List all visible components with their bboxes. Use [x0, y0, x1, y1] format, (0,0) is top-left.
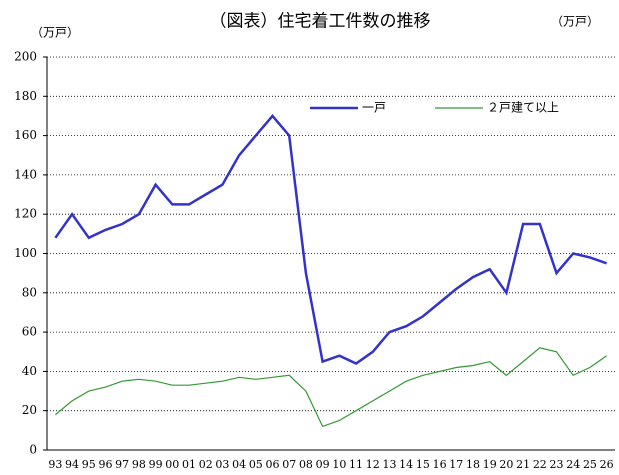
x-tick-label: 96 [98, 458, 112, 471]
y-tick-label: 0 [29, 443, 37, 457]
x-tick-label: 19 [483, 458, 497, 471]
x-tick-label: 14 [399, 458, 413, 471]
y-axis-unit: （万戸） [31, 26, 79, 40]
x-tick-label: 17 [449, 458, 463, 471]
x-tick-label: 10 [332, 458, 346, 471]
x-tick-label: 24 [566, 458, 580, 471]
y-tick-label: 120 [14, 207, 37, 221]
x-tick-label: 03 [215, 458, 229, 471]
x-tick-label: 02 [199, 458, 213, 471]
x-tick-label: 26 [600, 458, 614, 471]
y-tick-label: 180 [14, 89, 37, 103]
y-tick-label: 200 [14, 50, 37, 64]
y-axis-unit-right: （万戸） [551, 15, 599, 29]
x-tick-label: 11 [349, 458, 363, 471]
x-tick-label: 00 [165, 458, 179, 471]
chart-title: （図表）住宅着工件数の推移 [210, 12, 431, 32]
x-tick-label: 15 [416, 458, 430, 471]
x-tick-label: 98 [132, 458, 146, 471]
x-tick-label: 16 [433, 458, 447, 471]
x-tick-label: 22 [533, 458, 547, 471]
series-line [54, 113, 608, 365]
x-tick-label: 18 [466, 458, 480, 471]
x-tick-label: 25 [583, 458, 597, 471]
x-tick-label: 04 [232, 458, 246, 471]
y-tick-label: 20 [22, 403, 37, 417]
x-tick-label: 08 [299, 458, 313, 471]
legend-label: ２戸建て以上 [487, 101, 559, 115]
legend-label: 一戸 [362, 101, 386, 115]
x-tick-label: 93 [48, 458, 62, 471]
x-tick-label: 09 [316, 458, 330, 471]
x-tick-label: 12 [366, 458, 380, 471]
y-tick-label: 60 [22, 325, 37, 339]
y-tick-label: 140 [14, 167, 37, 181]
x-tick-label: 21 [516, 458, 530, 471]
y-tick-label: 80 [22, 285, 37, 299]
x-tick-label: 94 [65, 458, 79, 471]
y-tick-label: 100 [14, 246, 37, 260]
x-tick-label: 97 [115, 458, 129, 471]
x-tick-label: 20 [499, 458, 513, 471]
series-line [55, 347, 607, 428]
x-tick-label: 13 [382, 458, 396, 471]
x-tick-label: 01 [182, 458, 196, 471]
y-tick-label: 160 [14, 128, 37, 142]
y-tick-label: 40 [22, 364, 37, 378]
x-tick-label: 99 [149, 458, 163, 471]
x-tick-label: 06 [266, 458, 280, 471]
x-tick-label: 07 [282, 458, 296, 471]
x-tick-label: 05 [249, 458, 263, 471]
x-tick-label: 95 [82, 458, 96, 471]
x-tick-label: 23 [550, 458, 564, 471]
